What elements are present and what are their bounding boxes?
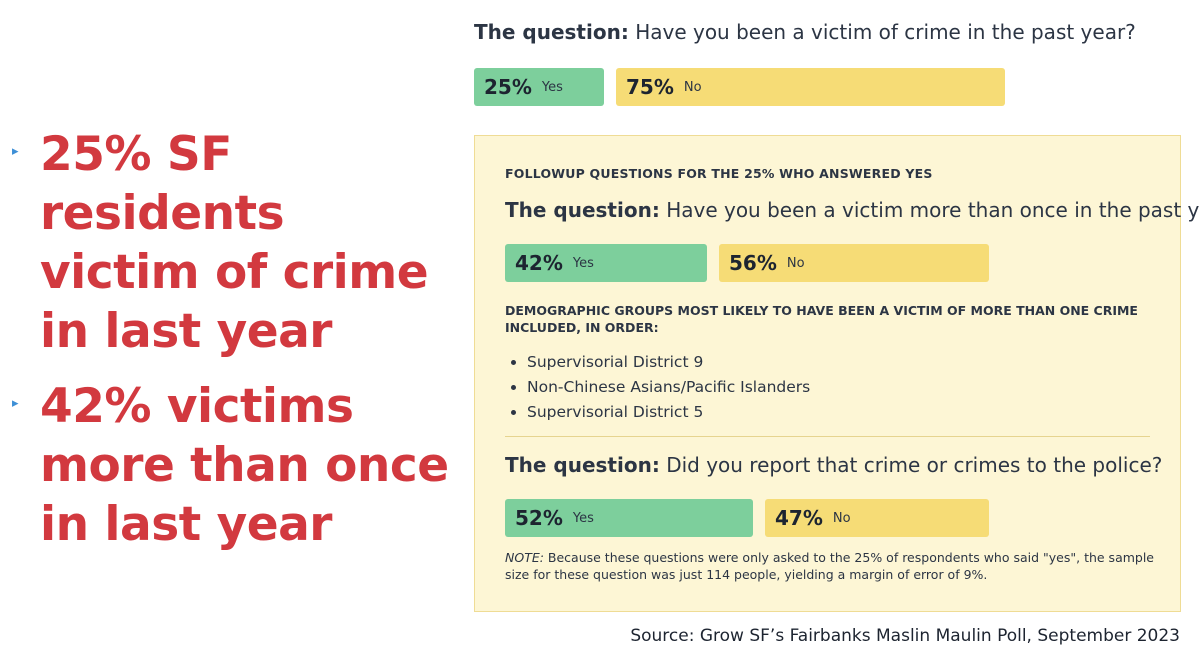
question-3: The question: Did you report that crime … xyxy=(505,453,1162,477)
bar-category-label: Yes xyxy=(572,510,594,526)
bar-category-label: Yes xyxy=(541,79,563,95)
question-prefix: The question: xyxy=(474,20,629,44)
question-text: Did you report that crime or crimes to t… xyxy=(666,453,1163,477)
list-item: Supervisorial District 9 xyxy=(527,350,810,375)
bar-yes: 42% Yes xyxy=(505,244,707,282)
bar-category-label: No xyxy=(683,79,702,95)
list-item: Supervisorial District 5 xyxy=(527,400,810,425)
bar-yes: 52% Yes xyxy=(505,499,753,537)
demographic-list: Supervisorial District 9 Non-Chinese Asi… xyxy=(505,350,810,425)
chart-2-bars: 42% Yes 56% No xyxy=(505,244,989,282)
panel-heading: FOLLOWUP QUESTIONS FOR THE 25% WHO ANSWE… xyxy=(505,166,933,181)
bar-no: 75% No xyxy=(616,68,1005,106)
bar-category-label: No xyxy=(786,255,805,271)
question-prefix: The question: xyxy=(505,198,660,222)
bar-value-label: 52% xyxy=(515,506,563,530)
bar-value-label: 56% xyxy=(729,251,777,275)
headline-bullets: ▸ 25% SF residents victim of crime in la… xyxy=(10,125,450,554)
bar-value-label: 42% xyxy=(515,251,563,275)
followup-panel: FOLLOWUP QUESTIONS FOR THE 25% WHO ANSWE… xyxy=(474,135,1200,612)
chart-3-bars: 52% Yes 47% No xyxy=(505,499,989,537)
note-label: NOTE: xyxy=(505,550,544,565)
question-2: The question: Have you been a victim mor… xyxy=(505,198,1200,222)
bar-yes: 25% Yes xyxy=(474,68,604,106)
question-prefix: The question: xyxy=(505,453,660,477)
divider xyxy=(505,436,1150,437)
bar-value-label: 47% xyxy=(775,506,823,530)
bar-category-label: No xyxy=(832,510,851,526)
bar-no: 47% No xyxy=(765,499,989,537)
note-text: Because these questions were only asked … xyxy=(505,550,1155,582)
bullet-item: ▸ 25% SF residents victim of crime in la… xyxy=(10,125,450,361)
question-1: The question: Have you been a victim of … xyxy=(474,20,1136,44)
bar-no: 56% No xyxy=(719,244,989,282)
source-citation: Source: Grow SF’s Fairbanks Maslin Mauli… xyxy=(630,626,1180,646)
demographic-heading: DEMOGRAPHIC GROUPS MOST LIKELY TO HAVE B… xyxy=(505,303,1138,335)
bullet-text: 25% SF residents victim of crime in last… xyxy=(40,127,429,359)
list-item: Non-Chinese Asians/Pacific Islanders xyxy=(527,375,810,400)
note: NOTE: Because these questions were only … xyxy=(505,549,1155,583)
bullet-item: ▸ 42% victims more than once in last yea… xyxy=(10,377,450,554)
bar-value-label: 75% xyxy=(626,75,674,99)
bar-value-label: 25% xyxy=(484,75,532,99)
bullet-text: 42% victims more than once in last year xyxy=(40,379,449,552)
question-text: Have you been a victim more than once in… xyxy=(666,198,1200,222)
chart-1-bars: 25% Yes 75% No xyxy=(474,68,1005,106)
bar-category-label: Yes xyxy=(572,255,594,271)
question-text: Have you been a victim of crime in the p… xyxy=(635,20,1136,44)
bullet-arrow-icon: ▸ xyxy=(12,396,19,411)
bullet-arrow-icon: ▸ xyxy=(12,144,19,159)
